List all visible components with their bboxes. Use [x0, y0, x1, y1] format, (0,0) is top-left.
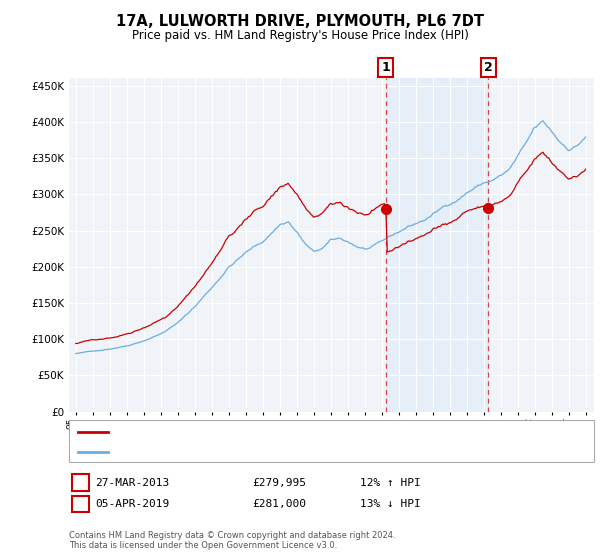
Text: 2: 2	[77, 499, 84, 509]
Text: 13% ↓ HPI: 13% ↓ HPI	[360, 499, 421, 509]
Bar	[386, 78, 488, 412]
Text: Price paid vs. HM Land Registry's House Price Index (HPI): Price paid vs. HM Land Registry's House …	[131, 29, 469, 42]
Text: 05-APR-2019: 05-APR-2019	[95, 499, 169, 509]
Text: 17A, LULWORTH DRIVE, PLYMOUTH, PL6 7DT: 17A, LULWORTH DRIVE, PLYMOUTH, PL6 7DT	[116, 14, 484, 29]
Text: 2: 2	[484, 61, 493, 74]
Text: 12% ↑ HPI: 12% ↑ HPI	[360, 478, 421, 488]
Text: £281,000: £281,000	[252, 499, 306, 509]
Text: Contains HM Land Registry data © Crown copyright and database right 2024.
This d: Contains HM Land Registry data © Crown c…	[69, 530, 395, 550]
Text: 1: 1	[381, 61, 390, 74]
Text: 27-MAR-2013: 27-MAR-2013	[95, 478, 169, 488]
Text: 1: 1	[77, 478, 84, 488]
Text: 17A, LULWORTH DRIVE, PLYMOUTH, PL6 7DT (detached house): 17A, LULWORTH DRIVE, PLYMOUTH, PL6 7DT (…	[114, 427, 439, 437]
Text: £279,995: £279,995	[252, 478, 306, 488]
Text: HPI: Average price, detached house, City of Plymouth: HPI: Average price, detached house, City…	[114, 446, 394, 456]
